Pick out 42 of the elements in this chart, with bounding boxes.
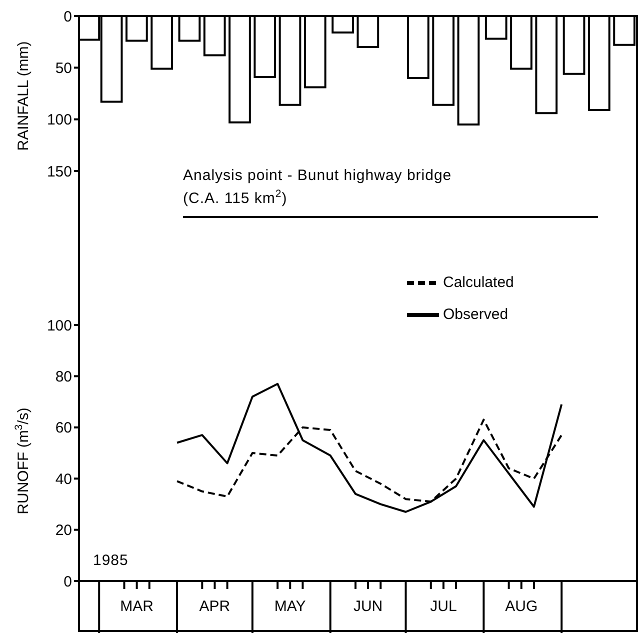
bar — [535, 16, 558, 114]
legend-label: Observed — [443, 306, 508, 323]
bar — [278, 16, 302, 106]
bar — [304, 16, 326, 88]
bar — [407, 16, 430, 79]
legend-label: Calculated — [443, 274, 514, 291]
y-tick-label: 100 — [46, 317, 72, 334]
text: (C.A. 115 km$^{2}$) — [183, 188, 288, 207]
bar — [254, 16, 276, 78]
x-tick-label: MAY — [274, 598, 306, 615]
x-tick-label: JUN — [353, 598, 383, 615]
bar — [126, 16, 148, 42]
x-tick-label: MAR — [120, 598, 154, 615]
bar — [332, 16, 354, 34]
bar — [150, 16, 173, 70]
line-series — [176, 382, 563, 513]
bar — [562, 16, 586, 75]
bar — [613, 16, 636, 46]
x-tick-label: AUG — [505, 598, 538, 615]
y-tick-label: 50 — [55, 60, 72, 77]
annotation: 1985 — [93, 552, 128, 569]
bar — [484, 16, 508, 40]
y-tick-label: 0 — [64, 8, 72, 26]
annotation: Analysis point - Bunut highway bridge — [183, 167, 452, 184]
bar — [588, 16, 610, 112]
x-tick-label: APR — [199, 598, 230, 615]
bar — [457, 16, 480, 126]
y-tick-label: 150 — [46, 163, 72, 180]
bar — [178, 16, 201, 42]
y-tick-label: 80 — [55, 368, 72, 386]
bar — [356, 16, 380, 48]
bar — [203, 16, 226, 56]
bar — [432, 16, 455, 106]
y-tick-label: 0 — [64, 573, 72, 590]
y-tick-label: 40 — [55, 470, 72, 488]
y-axis-title: RAINFALL (mm) — [15, 41, 32, 151]
y-tick-label: 60 — [55, 420, 72, 437]
bar — [510, 16, 532, 70]
x-tick-label: JUL — [430, 598, 457, 615]
bar — [228, 16, 251, 124]
y-tick-label: 100 — [46, 112, 72, 129]
y-tick-label: 20 — [55, 522, 72, 540]
